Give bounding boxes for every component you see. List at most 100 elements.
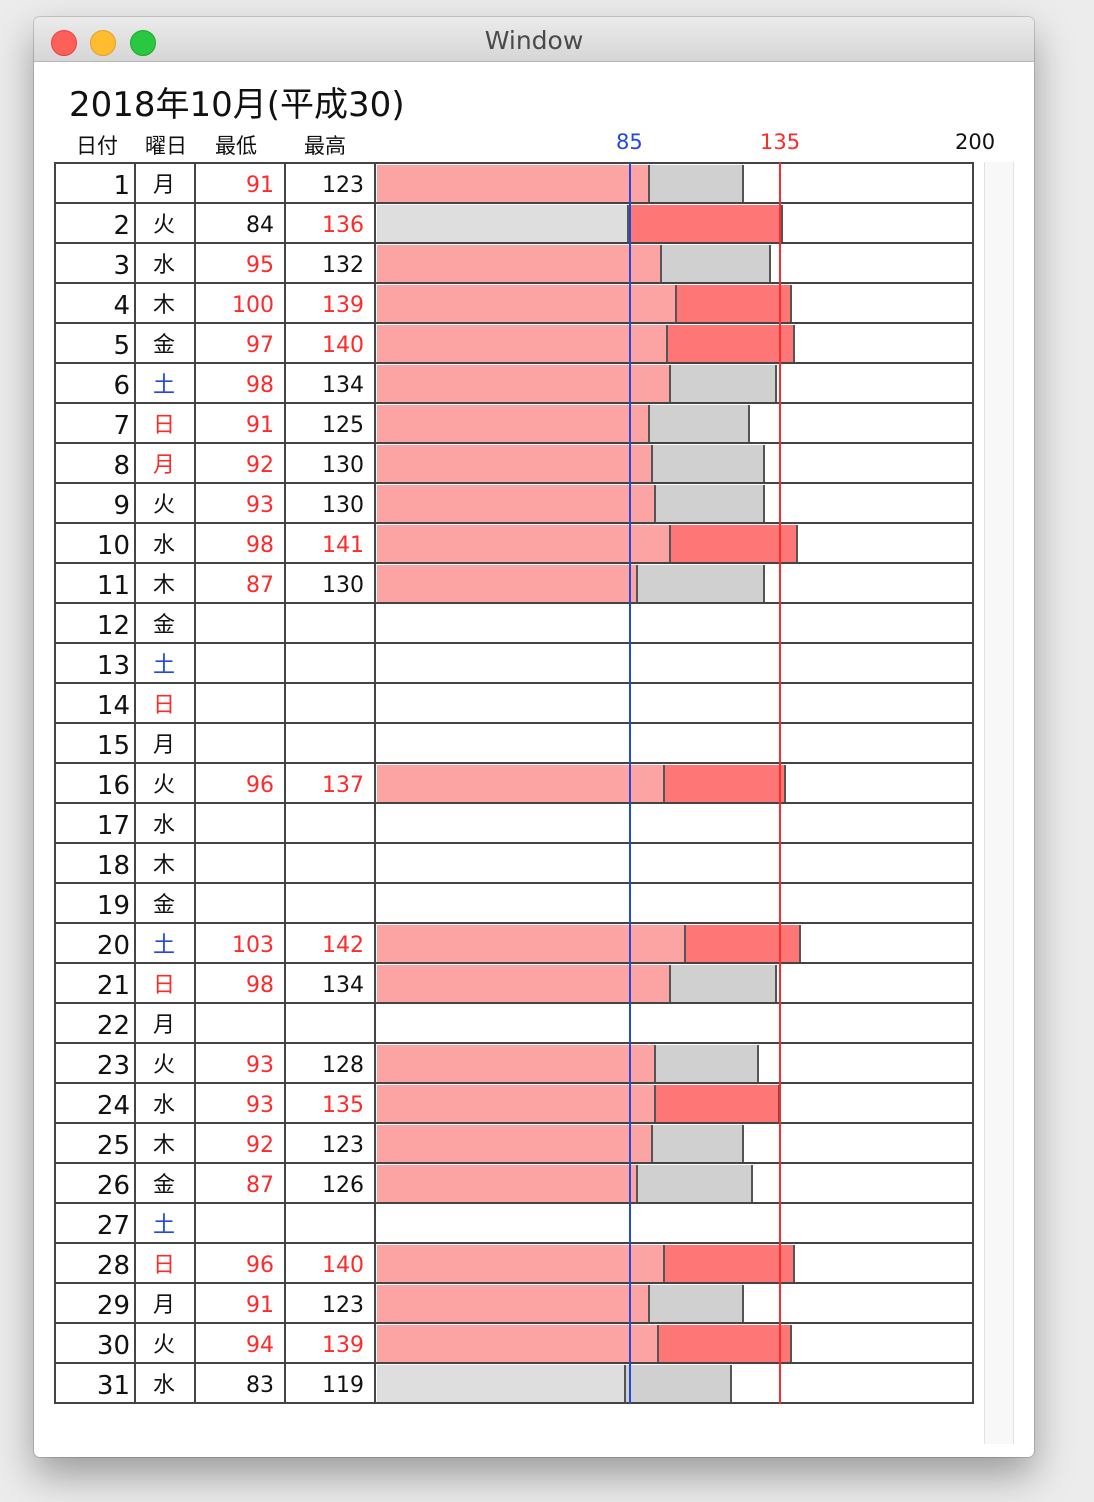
row-divider <box>54 962 974 964</box>
weekday-cell: 水 <box>152 813 175 838</box>
day-cell: 4 <box>113 291 130 321</box>
app-window: Window 2018年10月(平成30) 日付 曜日 最低 最高 85 135… <box>34 17 1034 1457</box>
day-cell: 5 <box>113 331 130 361</box>
table-row: 31 水 83 119 <box>54 1364 974 1404</box>
max-cell: 130 <box>322 453 364 478</box>
table-row: 4 木 100 139 <box>54 284 974 324</box>
max-bar <box>660 245 771 283</box>
table-row: 9 火 93 130 <box>54 484 974 524</box>
max-cell: 128 <box>322 1053 364 1078</box>
weekday-cell: 土 <box>152 1213 175 1238</box>
min-cell: 93 <box>246 493 274 518</box>
min-cell: 91 <box>246 1293 274 1318</box>
max-bar <box>624 1365 732 1403</box>
weekday-cell: 土 <box>152 933 175 958</box>
max-cell <box>284 804 364 844</box>
table-row: 12 金 <box>54 604 974 644</box>
weekday-cell: 水 <box>152 1093 175 1118</box>
max-cell: 140 <box>322 1253 364 1278</box>
min-bar <box>377 1085 654 1123</box>
table-row: 10 水 98 141 <box>54 524 974 564</box>
max-bar <box>657 1325 792 1363</box>
table-row: 17 水 <box>54 804 974 844</box>
max-cell: 119 <box>322 1373 364 1398</box>
max-cell: 140 <box>322 333 364 358</box>
day-cell: 29 <box>96 1291 130 1321</box>
row-divider <box>54 1322 974 1324</box>
weekday-cell: 日 <box>152 1253 175 1278</box>
day-cell: 16 <box>96 771 130 801</box>
row-divider <box>54 842 974 844</box>
min-bar <box>377 1365 624 1403</box>
table-row: 23 火 93 128 <box>54 1044 974 1084</box>
min-bar <box>377 565 636 603</box>
max-cell: 135 <box>322 1093 364 1118</box>
min-cell: 103 <box>232 933 274 958</box>
min-cell <box>194 604 274 644</box>
row-divider <box>54 922 974 924</box>
min-bar <box>377 165 648 203</box>
max-cell <box>284 844 364 884</box>
table-row: 7 日 91 125 <box>54 404 974 444</box>
min-cell: 87 <box>246 1173 274 1198</box>
window-title: Window <box>484 26 584 55</box>
table-row: 18 木 <box>54 844 974 884</box>
day-cell: 18 <box>96 851 130 881</box>
weekday-cell: 火 <box>152 1333 175 1358</box>
zoom-button[interactable] <box>130 30 156 56</box>
min-cell: 93 <box>246 1053 274 1078</box>
min-bar <box>377 285 675 323</box>
min-cell: 84 <box>246 213 274 238</box>
weekday-cell: 金 <box>152 1173 175 1198</box>
weekday-cell: 月 <box>152 453 175 478</box>
weekday-cell: 月 <box>152 1293 175 1318</box>
day-cell: 9 <box>113 491 130 521</box>
day-cell: 14 <box>96 691 130 721</box>
weekday-cell: 月 <box>152 173 175 198</box>
row-divider <box>54 602 974 604</box>
day-cell: 13 <box>96 651 130 681</box>
day-cell: 27 <box>96 1211 130 1241</box>
table-row: 27 土 <box>54 1204 974 1244</box>
minimize-button[interactable] <box>90 30 116 56</box>
day-cell: 21 <box>96 971 130 1001</box>
row-divider <box>54 682 974 684</box>
min-cell: 97 <box>246 333 274 358</box>
weekday-cell: 木 <box>152 293 175 318</box>
min-bar <box>377 325 666 363</box>
min-cell: 94 <box>246 1333 274 1358</box>
max-cell: 139 <box>322 1333 364 1358</box>
max-bar <box>666 325 795 363</box>
max-cell <box>284 1004 364 1044</box>
max-bar <box>627 205 783 243</box>
title-bar[interactable]: Window <box>34 17 1034 62</box>
min-bar <box>377 1285 648 1323</box>
day-cell: 25 <box>96 1131 130 1161</box>
max-bar <box>648 165 744 203</box>
day-cell: 7 <box>113 411 130 441</box>
max-cell: 123 <box>322 1133 364 1158</box>
max-cell: 123 <box>322 1293 364 1318</box>
max-bar <box>648 1285 744 1323</box>
page-title: 2018年10月(平成30) <box>69 85 405 125</box>
day-cell: 17 <box>96 811 130 841</box>
day-cell: 8 <box>113 451 130 481</box>
row-divider <box>54 1002 974 1004</box>
max-cell: 134 <box>322 973 364 998</box>
min-bar <box>377 765 663 803</box>
vertical-scrollbar[interactable] <box>984 162 1014 1444</box>
max-cell: 126 <box>322 1173 364 1198</box>
close-button[interactable] <box>51 30 77 56</box>
min-cell <box>194 644 274 684</box>
column-divider <box>972 162 974 1404</box>
weekday-cell: 木 <box>152 853 175 878</box>
min-bar <box>377 1325 657 1363</box>
row-divider <box>54 1042 974 1044</box>
day-cell: 1 <box>113 171 130 201</box>
row-divider <box>54 1282 974 1284</box>
day-cell: 30 <box>96 1331 130 1361</box>
row-divider <box>54 1202 974 1204</box>
min-cell: 98 <box>246 373 274 398</box>
min-cell <box>194 684 274 724</box>
table-row: 5 金 97 140 <box>54 324 974 364</box>
